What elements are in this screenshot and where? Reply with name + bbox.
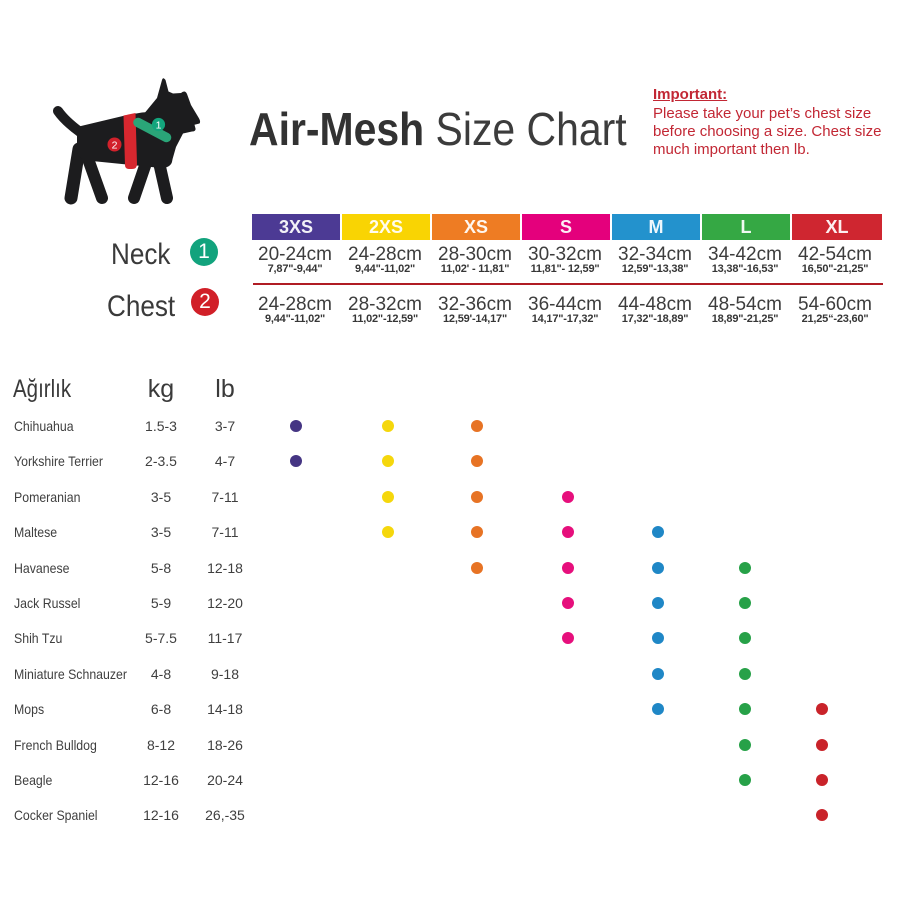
svg-text:1: 1 — [156, 120, 162, 132]
svg-text:2: 2 — [112, 140, 118, 152]
